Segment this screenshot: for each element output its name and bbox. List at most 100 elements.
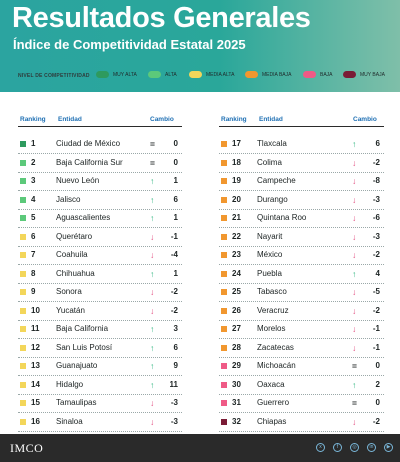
row-divider	[219, 430, 384, 432]
table-row: 23 México ↓ -2	[219, 247, 384, 265]
level-swatch	[221, 178, 227, 184]
table-row: 26 Veracruz ↓ -2	[219, 303, 384, 321]
table-row: 32 Chiapas ↓ -2	[219, 414, 384, 432]
x-icon[interactable]: x	[316, 443, 325, 452]
legend-item-media-alta: Media alta	[189, 71, 234, 78]
level-swatch	[221, 381, 227, 388]
table-row: 24 Puebla ↑ 4	[219, 266, 384, 284]
rank-number: 16	[31, 416, 40, 426]
page-subtitle: Índice de Competitividad Estatal 2025	[13, 37, 246, 52]
level-swatch	[221, 141, 227, 147]
state-name: Oaxaca	[257, 379, 285, 389]
table-row: 15 Tamaulipas ↓ -3	[18, 395, 182, 413]
row-divider	[219, 171, 384, 173]
level-swatch	[221, 344, 227, 351]
table-row: 27 Morelos ↓ -1	[219, 321, 384, 339]
rank-change: 6	[173, 194, 178, 204]
row-divider	[18, 208, 182, 210]
state-name: Campeche	[257, 176, 296, 185]
level-swatch	[221, 418, 227, 425]
instagram-icon[interactable]: ◎	[350, 443, 359, 452]
rank-number: 5	[31, 213, 36, 222]
legend-text: Baja	[320, 71, 333, 78]
level-swatch	[20, 400, 26, 406]
facebook-icon[interactable]: f	[333, 443, 342, 452]
level-swatch	[20, 270, 26, 277]
arrow-up-icon: ↑	[150, 361, 155, 371]
state-name: Querétaro	[56, 231, 93, 241]
table-row: 22 Nayarit ↓ -3	[219, 229, 384, 247]
rank-change: 0	[375, 361, 380, 370]
arrow-down-icon: ↓	[150, 250, 155, 260]
arrow-up-icon: ↑	[150, 342, 155, 353]
table-row: 21 Quintana Roo ↓ -6	[219, 210, 384, 228]
arrow-down-icon: ↓	[352, 287, 357, 297]
linkedin-icon[interactable]: in	[367, 443, 376, 452]
row-divider	[18, 375, 182, 376]
row-divider	[219, 153, 384, 154]
level-swatch	[20, 418, 26, 425]
row-divider	[18, 171, 182, 173]
rank-change: 1	[173, 176, 178, 185]
row-divider	[219, 338, 384, 339]
youtube-icon[interactable]: ▶	[384, 443, 393, 452]
state-name: Jalisco	[56, 194, 81, 204]
table-row: 4 Jalisco ↑ 6	[18, 192, 182, 210]
state-name: Sinaloa	[56, 416, 83, 426]
rank-change: -5	[372, 287, 380, 296]
arrow-down-icon: ↓	[352, 157, 357, 168]
imco-logo: IMCO	[10, 441, 44, 455]
state-name: Chihuahua	[56, 268, 95, 278]
rank-number: 19	[232, 176, 241, 185]
results-panel	[0, 92, 400, 434]
level-swatch	[221, 326, 227, 332]
row-divider	[219, 356, 384, 358]
rank-number: 2	[31, 157, 36, 167]
arrow-up-icon: ↑	[352, 379, 357, 390]
arrow-down-icon: ↓	[150, 231, 155, 242]
arrow-up-icon: ↑	[150, 379, 155, 390]
arrow-up-icon: ↑	[352, 139, 357, 149]
state-name: Aguascalientes	[56, 213, 111, 222]
row-divider	[18, 301, 182, 302]
legend-text: Alta	[165, 71, 177, 78]
equals-icon: =	[150, 139, 155, 149]
level-swatch	[221, 233, 227, 240]
rank-number: 8	[31, 268, 36, 278]
rank-change: -3	[170, 398, 178, 407]
table-row: 25 Tabasco ↓ -5	[219, 284, 384, 302]
rank-change: 6	[173, 342, 178, 352]
rank-number: 27	[232, 324, 241, 333]
rank-number: 23	[232, 250, 241, 259]
state-name: Tabasco	[257, 287, 287, 296]
arrow-down-icon: ↓	[352, 194, 357, 205]
equals-icon: =	[352, 361, 357, 371]
row-divider	[18, 356, 182, 358]
state-name: Nuevo León	[56, 176, 100, 185]
level-swatch	[221, 270, 227, 277]
rank-change: -1	[372, 342, 380, 352]
legend-text: Muy baja	[360, 71, 385, 78]
rank-number: 32	[232, 416, 241, 426]
rank-number: 4	[31, 194, 36, 204]
rank-number: 7	[31, 250, 36, 259]
rank-change: 6	[375, 139, 380, 148]
arrow-up-icon: ↑	[352, 268, 357, 279]
rank-number: 21	[232, 213, 241, 222]
rank-number: 18	[232, 157, 241, 167]
rank-change: 2	[375, 379, 380, 389]
table-row: 28 Zacatecas ↓ -1	[219, 340, 384, 358]
arrow-down-icon: ↓	[352, 231, 357, 242]
level-swatch	[20, 196, 26, 203]
rank-number: 9	[31, 287, 36, 296]
rank-number: 15	[31, 398, 40, 407]
level-swatch	[20, 233, 26, 240]
state-name: Ciudad de México	[56, 139, 121, 148]
state-name: Chiapas	[257, 416, 287, 426]
rank-change: -4	[170, 250, 178, 259]
rank-change: -2	[372, 416, 380, 426]
legend-item-baja: Baja	[303, 71, 333, 78]
equals-icon: =	[150, 157, 155, 168]
arrow-down-icon: ↓	[352, 176, 357, 186]
table-row: 13 Guanajuato ↑ 9	[18, 358, 182, 376]
